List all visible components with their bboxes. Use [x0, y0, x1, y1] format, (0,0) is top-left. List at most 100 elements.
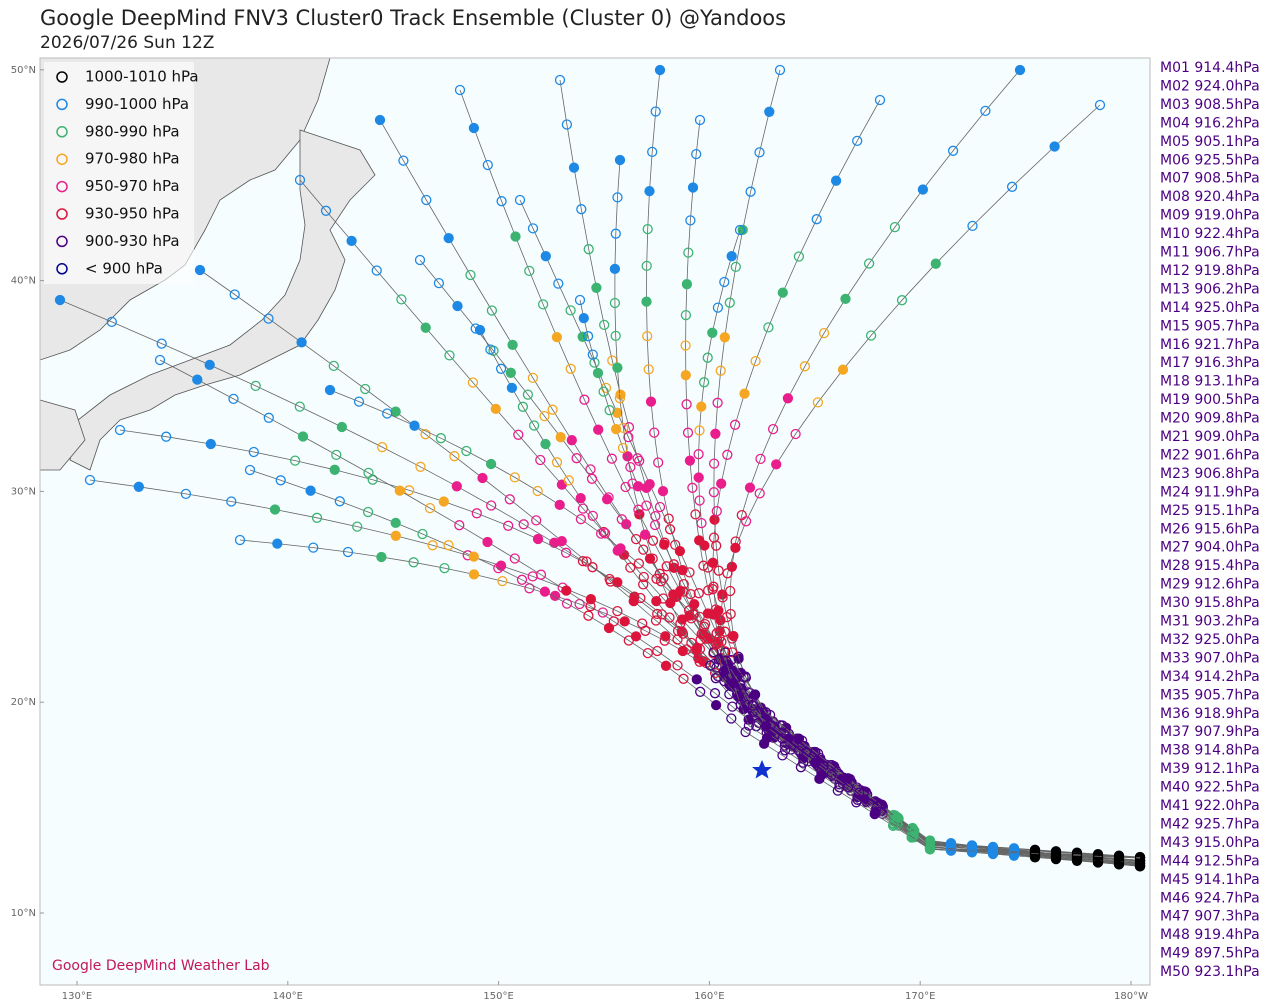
track-point: [793, 251, 805, 262]
track-point: [509, 553, 520, 564]
track-point: [645, 396, 657, 407]
member-pressure: M11 906.7hPa: [1160, 245, 1260, 261]
track-point: [888, 819, 899, 830]
track-point: [565, 305, 576, 316]
track-point: [308, 542, 319, 553]
track-point: [811, 214, 822, 225]
track-point: [719, 332, 730, 343]
member-pressure: M44 912.5hPa: [1160, 853, 1260, 869]
track-point: [760, 706, 771, 718]
track-point: [777, 733, 788, 744]
track-point: [420, 322, 431, 333]
legend-marker: [56, 71, 68, 83]
track-point: [681, 279, 693, 290]
track-point: [539, 410, 550, 422]
title: Google DeepMind FNV3 Cluster0 Track Ense…: [40, 6, 786, 30]
track-point: [180, 488, 192, 500]
track-point: [816, 769, 827, 781]
track-point: [837, 364, 849, 375]
track-point: [924, 844, 936, 855]
track-point: [615, 389, 626, 400]
track-point: [639, 529, 651, 540]
track-point: [606, 453, 618, 464]
member-pressure: M12 919.8hPa: [1160, 263, 1260, 279]
track-point: [474, 324, 486, 336]
member-pressure: M10 922.4hPa: [1160, 226, 1260, 242]
track-point: [644, 185, 655, 197]
track-point: [490, 403, 501, 415]
track-point: [625, 562, 636, 573]
track-point: [554, 74, 566, 86]
track-point: [454, 84, 466, 96]
track-point: [518, 519, 529, 530]
track-point: [1049, 141, 1060, 152]
track-point: [444, 350, 455, 361]
track-point: [623, 635, 634, 646]
track-point: [678, 673, 689, 684]
lon-tick-label: 160°E: [694, 991, 724, 1002]
track-point: [678, 578, 689, 590]
track-point: [532, 485, 543, 497]
member-pressure: M03 908.5hPa: [1160, 97, 1260, 113]
member-pressure: M14 925.0hPa: [1160, 300, 1260, 316]
track-point: [725, 608, 736, 620]
track-point: [750, 355, 761, 367]
lat-tick-label: 40°N: [11, 276, 36, 287]
track-point: [632, 453, 643, 464]
track-point: [452, 300, 463, 312]
track-point: [663, 513, 674, 524]
track-point: [331, 449, 342, 461]
member-pressure: M40 922.5hPa: [1160, 780, 1260, 796]
track-point: [610, 228, 621, 239]
track-point: [612, 192, 623, 203]
lat-tick-label: 20°N: [11, 697, 36, 708]
member-pressure: M42 925.7hPa: [1160, 816, 1260, 832]
legend-label: 950-970 hPa: [85, 177, 180, 195]
track-point: [694, 495, 705, 506]
track-point: [709, 514, 720, 525]
track-point: [551, 331, 563, 343]
track-point: [561, 585, 572, 596]
track-point: [870, 806, 881, 818]
track-point: [1029, 848, 1041, 859]
track-point: [685, 588, 696, 600]
track-point: [568, 162, 580, 173]
lat-tick-label: 50°N: [11, 65, 36, 76]
track-point: [695, 686, 706, 697]
track-point: [1113, 852, 1125, 863]
track-point: [324, 384, 336, 396]
member-pressure: M27 904.0hPa: [1160, 540, 1260, 556]
track-point: [360, 383, 371, 395]
member-pressure: M38 914.8hPa: [1160, 743, 1260, 759]
member-pressure: M13 906.2hPa: [1160, 281, 1260, 297]
track-point: [659, 539, 670, 550]
member-pressure: M09 919.0hPa: [1160, 208, 1260, 224]
track-point: [649, 427, 660, 438]
track-point: [644, 479, 655, 490]
member-pressure: M41 922.0hPa: [1160, 798, 1260, 814]
track-point: [531, 515, 542, 526]
tracks: [54, 64, 1146, 872]
track-point: [689, 598, 700, 610]
track-point: [583, 244, 594, 255]
track-point: [106, 316, 117, 328]
track-point: [653, 457, 664, 468]
track-point: [619, 616, 630, 627]
track-point: [535, 569, 547, 580]
track-point: [578, 312, 589, 324]
track-point: [641, 296, 652, 307]
track-point: [374, 114, 386, 126]
track-point: [710, 428, 721, 439]
member-pressure: M34 914.2hPa: [1160, 669, 1260, 685]
member-pressure: M25 915.1hPa: [1160, 503, 1260, 519]
track-point: [743, 720, 755, 731]
track-point: [560, 547, 572, 558]
track-point: [793, 733, 804, 744]
track-point: [272, 538, 283, 549]
track-point: [421, 194, 432, 206]
track-point: [451, 481, 462, 492]
lon-tick-label: 130°E: [62, 991, 92, 1002]
member-pressure: M06 925.5hPa: [1160, 152, 1260, 168]
track-point: [638, 579, 649, 590]
track-point: [328, 360, 339, 372]
